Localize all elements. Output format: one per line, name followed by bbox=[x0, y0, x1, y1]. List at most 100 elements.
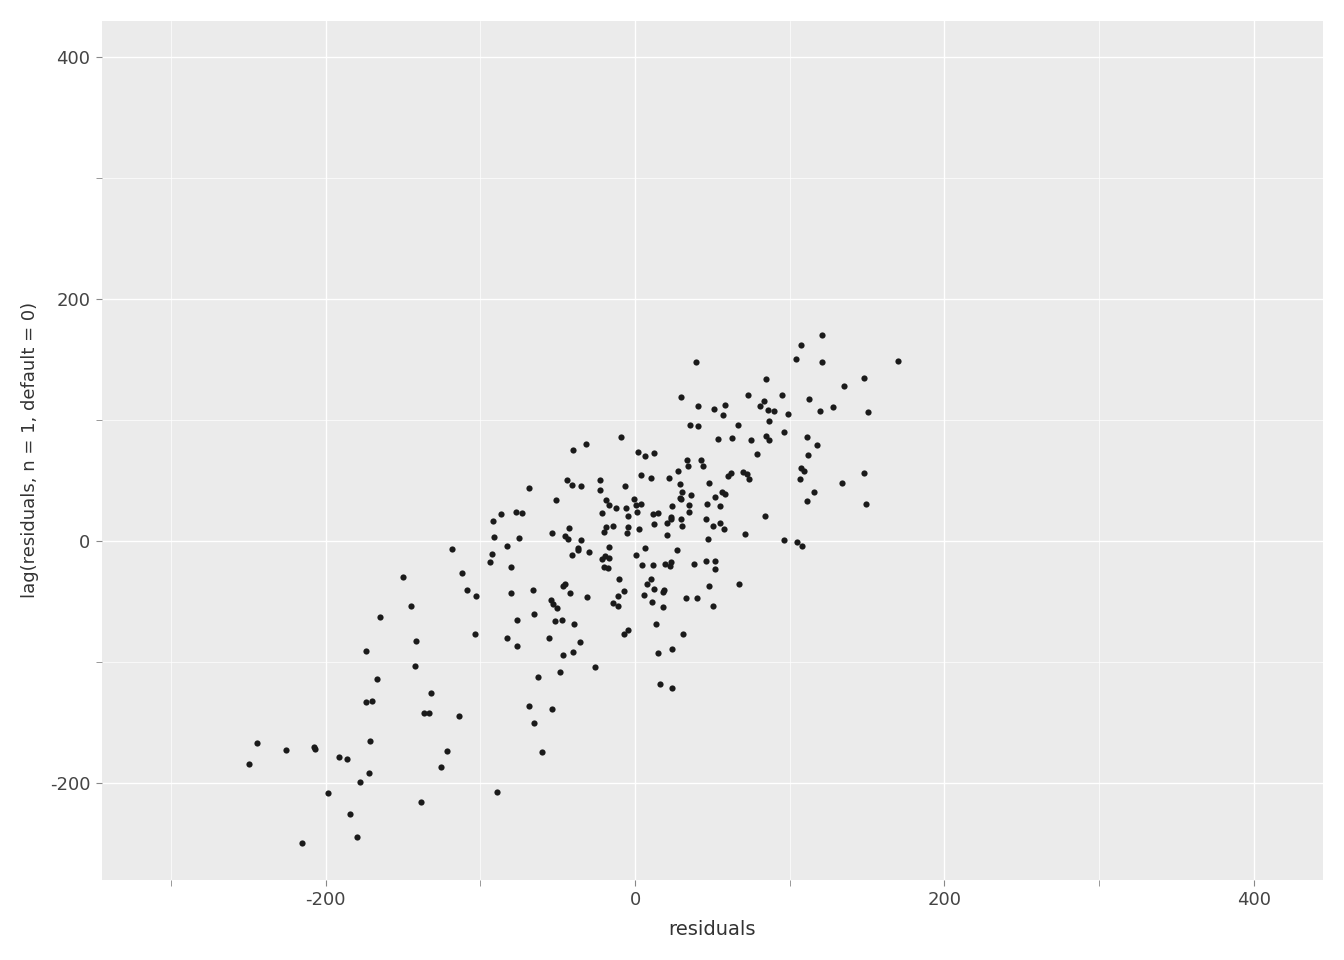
Point bbox=[465, 588, 487, 604]
Point bbox=[359, 732, 380, 748]
Point bbox=[450, 565, 472, 581]
Point bbox=[336, 751, 358, 766]
Point bbox=[578, 544, 599, 560]
Point bbox=[634, 540, 656, 556]
Point bbox=[710, 498, 731, 514]
Point bbox=[542, 525, 563, 540]
Point bbox=[570, 478, 591, 493]
Point bbox=[616, 500, 637, 516]
Y-axis label: lag(residuals, n = 1, default = 0): lag(residuals, n = 1, default = 0) bbox=[22, 302, 39, 598]
Point bbox=[656, 516, 677, 531]
Point bbox=[763, 403, 785, 419]
Point bbox=[590, 482, 612, 497]
Point bbox=[672, 626, 694, 641]
Point bbox=[302, 739, 324, 755]
Point bbox=[598, 497, 620, 513]
Point bbox=[542, 596, 563, 612]
Point bbox=[349, 774, 371, 789]
Point bbox=[598, 551, 620, 566]
Point bbox=[660, 558, 681, 573]
Point bbox=[823, 399, 844, 415]
Point bbox=[505, 612, 527, 628]
Point bbox=[575, 589, 597, 605]
Point bbox=[806, 438, 828, 453]
Point bbox=[591, 505, 613, 520]
Point bbox=[671, 389, 692, 404]
Point bbox=[347, 829, 368, 845]
Point bbox=[591, 551, 613, 566]
Point bbox=[680, 488, 702, 503]
Point bbox=[687, 590, 708, 606]
Point bbox=[567, 540, 589, 555]
Point bbox=[655, 556, 676, 571]
Point bbox=[546, 492, 567, 508]
Point bbox=[484, 529, 505, 544]
Point bbox=[606, 500, 628, 516]
Point bbox=[677, 458, 699, 473]
Point bbox=[672, 518, 694, 534]
Point bbox=[797, 429, 818, 444]
Point bbox=[481, 546, 503, 562]
Point bbox=[246, 735, 267, 751]
Point bbox=[562, 443, 583, 458]
Point bbox=[855, 496, 876, 512]
Point bbox=[773, 533, 794, 548]
Point bbox=[563, 616, 585, 632]
Point bbox=[792, 539, 813, 554]
Point bbox=[585, 659, 606, 674]
Point bbox=[358, 765, 379, 780]
Point bbox=[355, 694, 376, 709]
Point bbox=[448, 708, 469, 724]
Point bbox=[595, 492, 617, 508]
Point bbox=[594, 548, 616, 564]
Point bbox=[704, 562, 726, 577]
Point bbox=[548, 664, 570, 680]
Point bbox=[677, 497, 699, 513]
Point bbox=[698, 532, 719, 547]
Point bbox=[500, 586, 521, 601]
Point bbox=[810, 354, 832, 370]
Point bbox=[703, 518, 724, 534]
Point bbox=[405, 659, 426, 674]
Point bbox=[720, 465, 742, 480]
Point bbox=[613, 627, 634, 642]
Point bbox=[640, 572, 661, 588]
Point bbox=[616, 525, 637, 540]
Point bbox=[370, 610, 391, 625]
Point bbox=[595, 519, 617, 535]
Point bbox=[539, 631, 560, 646]
Point bbox=[598, 561, 620, 576]
Point bbox=[552, 578, 574, 593]
Point bbox=[687, 397, 708, 413]
Point bbox=[718, 468, 739, 484]
Point bbox=[790, 337, 812, 352]
Point bbox=[699, 475, 720, 491]
Point bbox=[692, 458, 714, 473]
Point bbox=[602, 595, 624, 611]
Point bbox=[648, 645, 669, 660]
Point bbox=[593, 524, 614, 540]
Point bbox=[633, 587, 655, 602]
Point bbox=[304, 741, 325, 756]
Point bbox=[437, 744, 458, 759]
Point bbox=[523, 583, 544, 598]
Point bbox=[853, 466, 875, 481]
Point bbox=[560, 477, 582, 492]
Point bbox=[699, 578, 720, 593]
Point bbox=[696, 496, 718, 512]
Point bbox=[755, 372, 777, 387]
Point bbox=[464, 626, 485, 641]
Point bbox=[558, 531, 579, 546]
Point bbox=[667, 463, 688, 478]
Point bbox=[652, 599, 673, 614]
Point bbox=[523, 715, 544, 731]
Point bbox=[570, 533, 591, 548]
Point bbox=[562, 547, 583, 563]
Point bbox=[624, 492, 645, 507]
Point bbox=[689, 452, 711, 468]
Point bbox=[511, 505, 532, 520]
Point bbox=[771, 388, 793, 403]
Point bbox=[410, 794, 431, 809]
Point bbox=[857, 404, 879, 420]
Point bbox=[589, 472, 610, 488]
